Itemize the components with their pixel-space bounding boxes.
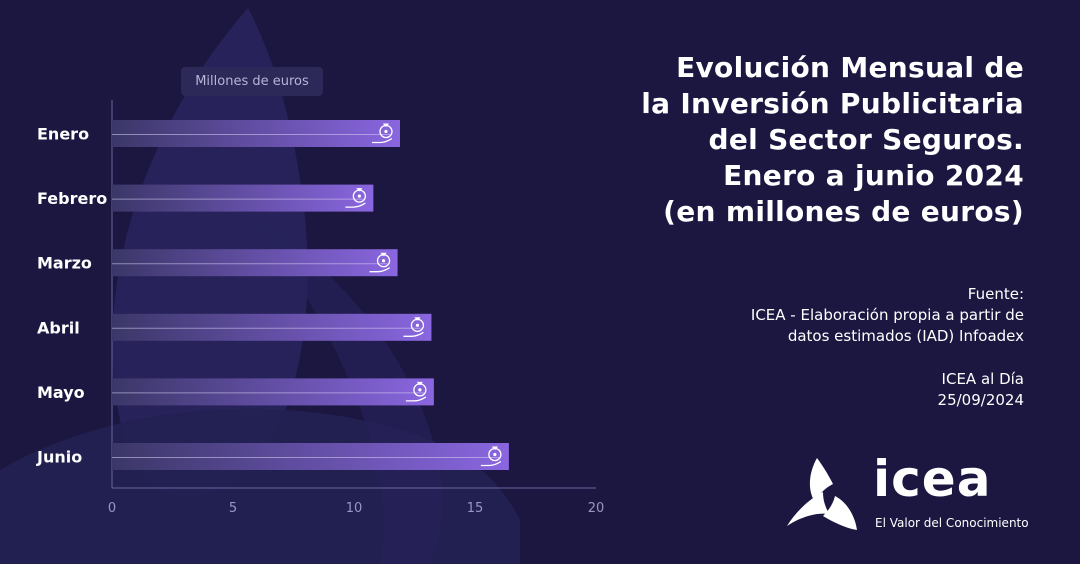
title-line: Evolución Mensual de bbox=[676, 51, 1024, 84]
chart-title: Evolución Mensual de la Inversión Public… bbox=[504, 50, 1024, 230]
title-line: la Inversión Publicitaria bbox=[641, 87, 1024, 120]
source-line: datos estimados (IAD) Infoadex bbox=[787, 327, 1024, 345]
bar-enero bbox=[112, 120, 400, 147]
category-label: Mayo bbox=[37, 383, 85, 402]
x-tick-label: 20 bbox=[588, 501, 605, 516]
money-bag-in-hand-icon bbox=[345, 188, 367, 208]
category-label: Junio bbox=[36, 448, 82, 467]
title-line: del Sector Seguros. bbox=[708, 123, 1024, 156]
category-label: Febrero bbox=[37, 189, 107, 208]
icea-logo: icea El Valor del Conocimiento bbox=[785, 450, 1035, 536]
x-tick-label: 15 bbox=[467, 501, 484, 516]
title-line: (en millones de euros) bbox=[663, 195, 1024, 228]
bar-abril bbox=[112, 313, 432, 341]
background-arc-shape bbox=[250, 215, 443, 564]
publication-credit: ICEA al Día 25/09/2024 bbox=[724, 369, 1024, 411]
logo-wordmark: icea bbox=[873, 450, 992, 508]
source-line: ICEA - Elaboración propia a partir de bbox=[750, 306, 1024, 324]
x-tick-label: 10 bbox=[346, 501, 363, 516]
money-bag-in-hand-icon bbox=[371, 123, 393, 144]
money-bag-in-hand-icon bbox=[403, 317, 425, 337]
bar-junio bbox=[112, 443, 509, 470]
x-tick-label: 0 bbox=[108, 501, 116, 516]
bar-chart: Enero Febrero Marzo Abril Mayo Junio 0 5 10 15 20 bbox=[36, 100, 605, 516]
bar-febrero bbox=[112, 184, 374, 212]
money-bag-in-hand-icon bbox=[480, 446, 502, 467]
bar-marzo bbox=[112, 249, 398, 277]
category-label: Abril bbox=[37, 318, 80, 337]
logo-tagline: El Valor del Conocimiento bbox=[875, 516, 1029, 530]
unit-label: Millones de euros bbox=[181, 67, 323, 96]
bar-mayo bbox=[112, 378, 434, 406]
money-bag-in-hand-icon bbox=[405, 381, 427, 402]
publication-date: 25/09/2024 bbox=[937, 391, 1024, 409]
source-label: Fuente: bbox=[967, 285, 1024, 303]
x-tick-label: 5 bbox=[229, 501, 237, 516]
title-line: Enero a junio 2024 bbox=[723, 159, 1024, 192]
category-label: Marzo bbox=[37, 254, 92, 273]
source-note: Fuente: ICEA - Elaboración propia a part… bbox=[604, 284, 1024, 347]
icea-logo-mark-icon bbox=[787, 458, 857, 530]
category-label: Enero bbox=[37, 125, 89, 144]
publication-name: ICEA al Día bbox=[941, 370, 1024, 388]
money-bag-in-hand-icon bbox=[369, 252, 391, 273]
